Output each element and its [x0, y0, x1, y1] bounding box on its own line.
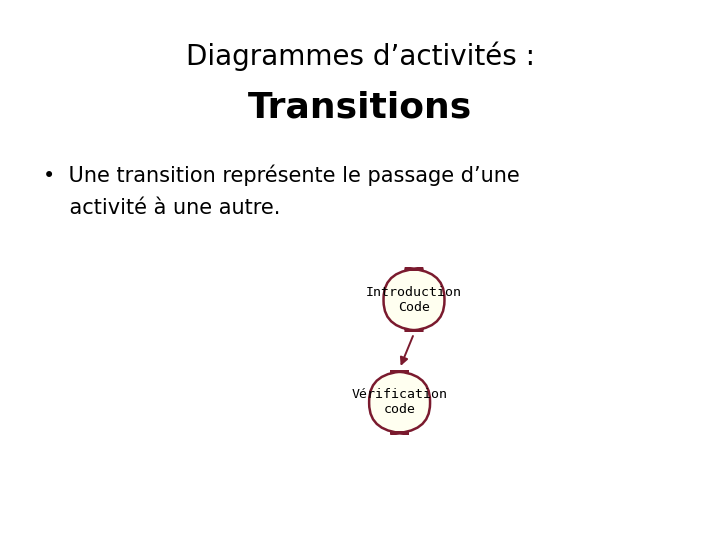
Text: •  Une transition représente le passage d’une: • Une transition représente le passage d…: [43, 165, 520, 186]
Text: Vérification
code: Vérification code: [351, 388, 448, 416]
FancyBboxPatch shape: [384, 268, 444, 330]
Text: Introduction
Code: Introduction Code: [366, 286, 462, 314]
Text: Transitions: Transitions: [248, 91, 472, 125]
Text: Diagrammes d’activités :: Diagrammes d’activités :: [186, 42, 534, 71]
FancyBboxPatch shape: [369, 372, 430, 433]
Text: activité à une autre.: activité à une autre.: [43, 198, 281, 218]
